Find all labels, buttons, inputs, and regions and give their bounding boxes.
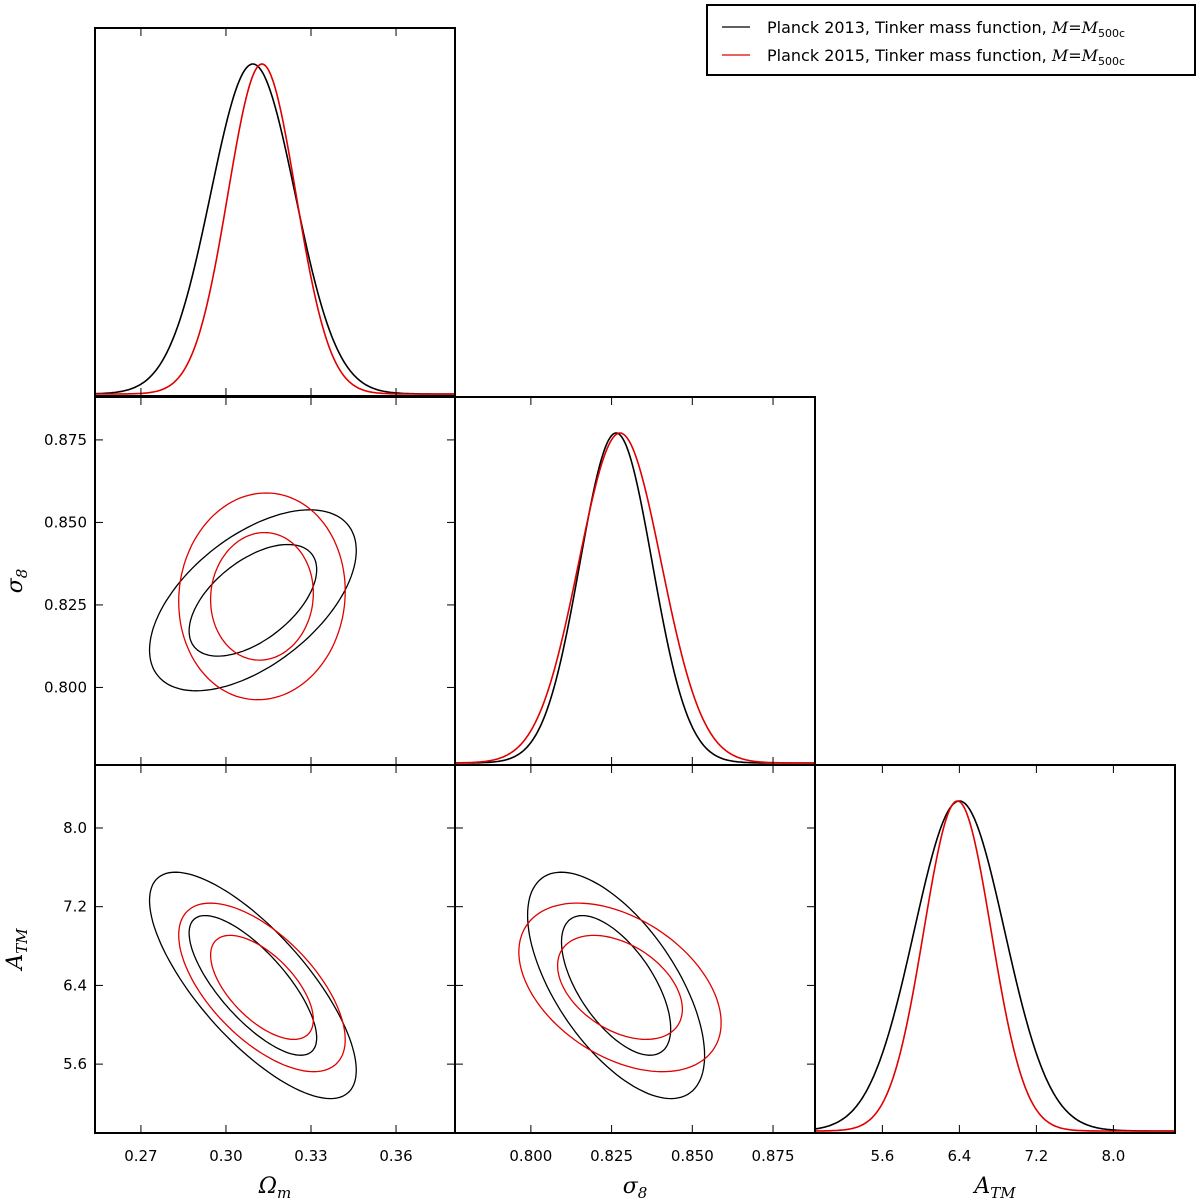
contour-1-95% [178, 492, 346, 701]
contour-1-95% [178, 902, 346, 1073]
contour-1-68% [209, 934, 314, 1041]
y-tick-label: 0.825 [44, 596, 87, 614]
contour-0-95% [148, 509, 357, 692]
panel-2-0 [148, 871, 357, 1100]
panel-1-1 [455, 432, 815, 764]
x-axis-label-1: σ8 [623, 1174, 648, 1202]
x-tick-label: 0.875 [752, 1147, 795, 1165]
x-tick-label: 0.27 [124, 1147, 157, 1165]
marginal-curve-1 [815, 800, 1175, 1132]
panel-2-1 [518, 871, 722, 1100]
legend: Planck 2013, Tinker mass function, M=M50… [706, 4, 1196, 76]
marginal-curve-1 [95, 63, 455, 395]
panel-1-0 [148, 492, 357, 701]
x-tick-label: 0.36 [379, 1147, 412, 1165]
y-axis-label-1: σ8 [3, 569, 31, 594]
x-tick-label: 0.33 [294, 1147, 327, 1165]
contour-1-68% [556, 934, 684, 1041]
panel-0-0 [95, 63, 455, 395]
y-tick-label: 0.875 [44, 431, 87, 449]
x-tick-label: 8.0 [1101, 1147, 1125, 1165]
y-axis-label-2: ATM [3, 928, 31, 972]
x-axis-label-2: ATM [972, 1174, 1016, 1202]
legend-box [706, 4, 1196, 76]
x-tick-label: 6.4 [947, 1147, 971, 1165]
y-tick-label: 5.6 [63, 1055, 87, 1073]
contour-0-68% [560, 914, 672, 1056]
contour-1-68% [209, 531, 314, 661]
y-tick-label: 8.0 [63, 819, 87, 837]
panels: 0.800 0.825 0.850 0.875 0.27 0.30 0.33 0.36 5.6 6… [3, 27, 1176, 1202]
panel-frame [94, 27, 456, 397]
x-tick-label: 0.800 [509, 1147, 552, 1165]
x-tick-label: 5.6 [870, 1147, 894, 1165]
contour-0-95% [148, 871, 357, 1100]
panel-frame [94, 396, 456, 766]
contour-0-95% [526, 871, 706, 1100]
panel-frame [94, 764, 456, 1134]
x-tick-label: 7.2 [1024, 1147, 1048, 1165]
legend-entry-0: Planck 2013, Tinker mass function, M=M50… [767, 18, 1125, 40]
marginal-curve-0 [815, 800, 1175, 1132]
y-tick-label: 0.850 [44, 513, 87, 531]
marginal-curve-0 [455, 432, 815, 764]
marginal-curve-0 [95, 63, 455, 395]
contour-0-68% [188, 543, 318, 657]
x-axis-label-0: Ωm [258, 1174, 291, 1202]
x-tick-label: 0.850 [671, 1147, 714, 1165]
contour-1-95% [518, 902, 722, 1073]
y-tick-label: 7.2 [63, 898, 87, 916]
y-tick-label: 6.4 [63, 976, 87, 994]
y-tick-label: 0.800 [44, 678, 87, 696]
contour-0-68% [188, 914, 318, 1056]
marginal-curve-1 [455, 432, 815, 764]
x-tick-label: 0.30 [209, 1147, 242, 1165]
panel-2-2 [815, 800, 1175, 1132]
x-tick-label: 0.825 [590, 1147, 633, 1165]
legend-entry-1: Planck 2015, Tinker mass function, M=M50… [767, 46, 1125, 68]
panel-frame [814, 764, 1176, 1134]
